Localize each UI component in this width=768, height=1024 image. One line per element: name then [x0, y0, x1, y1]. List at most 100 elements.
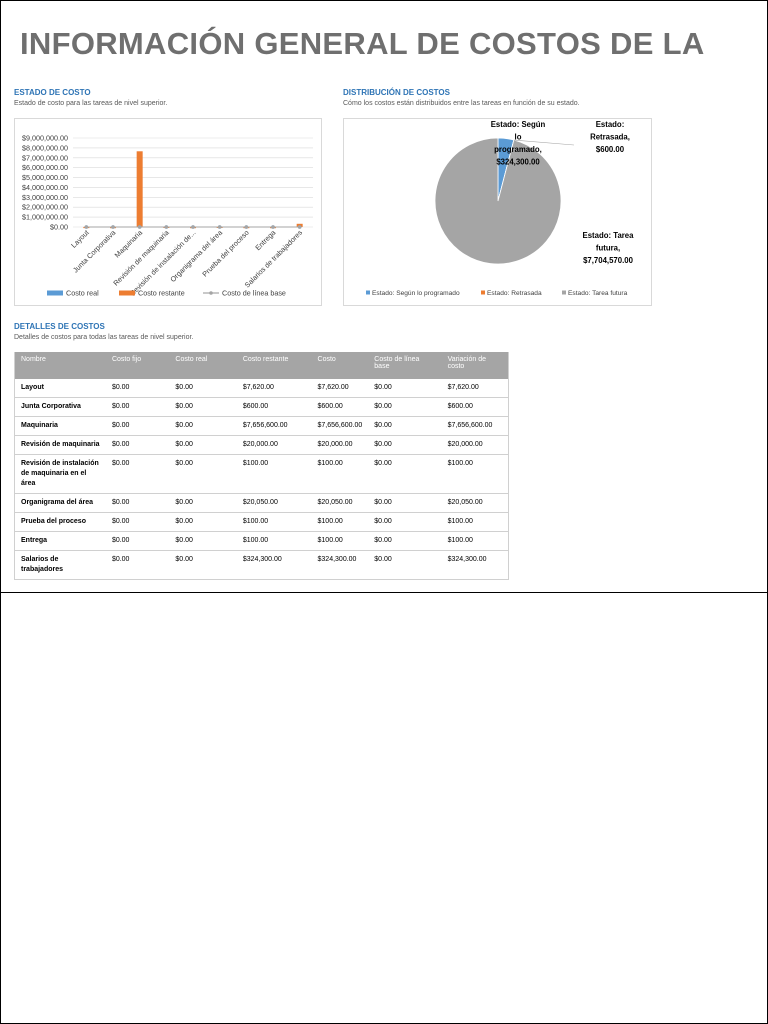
detalles-heading: DETALLES DE COSTOS	[14, 322, 105, 331]
table-header-cell: Costo de línea base	[368, 352, 442, 379]
series-point	[217, 225, 222, 229]
y-tick-label: $9,000,000.00	[22, 134, 68, 143]
table-cell: $0.00	[368, 379, 442, 398]
estado-subtitle: Estado de costo para las tareas de nivel…	[14, 100, 168, 107]
table-cell: $0.00	[105, 493, 170, 513]
pie-chart-box: Estado: Según lo programado, $324,300.00 Est…	[343, 118, 652, 306]
table-cell: $600.00	[311, 397, 369, 417]
table-cell: Entrega	[14, 531, 106, 551]
bar-chart: $0.00$1,000,000.00$2,000,000.00$3,000,00…	[22, 134, 313, 298]
pie-data-label: $7,704,570.00	[583, 256, 634, 265]
table-cell: $0.00	[169, 531, 237, 551]
table-cell: $0.00	[368, 512, 442, 532]
series-point	[111, 225, 115, 229]
page-title: INFORMACIÓN GENERAL DE COSTOS DE LA	[20, 26, 705, 61]
legend-swatch	[481, 290, 485, 295]
series-point	[191, 225, 195, 229]
table-cell: $324,300.00	[441, 550, 509, 580]
table-cell: $100.00	[311, 454, 369, 494]
table-cell: $0.00	[368, 454, 442, 494]
table-cell: $7,620.00	[441, 379, 509, 398]
y-tick-label: $6,000,000.00	[22, 163, 68, 172]
table-cell: $600.00	[236, 397, 312, 417]
legend-label: Costo real	[66, 289, 99, 298]
table-cell: $7,656,600.00	[311, 416, 369, 436]
table-cell: $600.00	[441, 397, 509, 417]
table-cell: $0.00	[169, 550, 237, 580]
pie-data-label: lo	[515, 133, 522, 142]
table-row: Revisión de maquinaria $0.00 $0.00 $20,000.…	[14, 435, 509, 455]
table-cell: $20,050.00	[311, 493, 369, 513]
x-tick-label: Prueba del proceso	[200, 228, 250, 278]
table-cell: $0.00	[169, 493, 237, 513]
table-cell: $100.00	[236, 531, 312, 551]
distribucion-heading: DISTRIBUCIÓN DE COSTOS	[343, 88, 450, 97]
pie-data-label: futura,	[596, 244, 620, 253]
table-cell: $324,300.00	[311, 550, 369, 580]
table-cell: $0.00	[105, 531, 170, 551]
pie-data-label: $324,300.00	[496, 158, 540, 167]
table-row: Maquinaria $0.00 $0.00 $7,656,600.00 $7,656,…	[14, 416, 509, 436]
table-cell: $100.00	[441, 512, 509, 532]
table-cell: Salarios de trabajadores	[14, 550, 106, 580]
table-header-cell: Costo restante	[236, 352, 312, 379]
table-header-cell: Costo fijo	[105, 352, 170, 379]
table-cell: $7,620.00	[236, 379, 312, 398]
table-row: Salarios de trabajadores $0.00 $0.00 $324,3…	[14, 550, 509, 580]
leader-line	[513, 139, 575, 146]
table-cell: $324,300.00	[236, 550, 312, 580]
table-cell: $100.00	[236, 454, 312, 494]
table-cell: $0.00	[169, 454, 237, 494]
legend-swatch	[47, 290, 63, 296]
pie-data-label: Estado:	[596, 120, 625, 129]
table-cell: $0.00	[169, 416, 237, 436]
pie-chart: Estado: Según lo programado, $324,300.00 Est…	[366, 120, 634, 297]
legend-label: Estado: Tarea futura	[568, 290, 628, 297]
table-cell: $100.00	[236, 512, 312, 532]
table-cell: Junta Corporativa	[14, 397, 106, 417]
table-cell: $7,656,600.00	[236, 416, 312, 436]
y-tick-label: $2,000,000.00	[22, 203, 68, 212]
table-cell: Revisión de maquinaria	[14, 435, 106, 455]
legend-label: Estado: Según lo programado	[372, 290, 460, 297]
series-point	[137, 225, 142, 229]
table-cell: $0.00	[169, 397, 237, 417]
table-header-cell: Costo	[311, 352, 369, 379]
legend-label: Costo de línea base	[222, 289, 286, 298]
table-header-cell: Nombre	[14, 352, 106, 379]
detalles-subtitle: Detalles de costos para todas las tareas…	[14, 334, 194, 341]
table-row: Organigrama del área $0.00 $0.00 $20,050.00…	[14, 493, 509, 513]
table-body: Layout $0.00 $0.00 $7,620.00 $7,620.00 $0.00 $…	[14, 379, 509, 580]
legend-swatch	[119, 290, 135, 296]
series-point	[271, 225, 275, 229]
pie-data-label: Retrasada,	[590, 133, 630, 142]
series-point	[244, 225, 249, 229]
distribucion-subtitle: Cómo los costos están distribuidos entre…	[343, 100, 580, 107]
table-header-cell: Variación de costo	[441, 352, 509, 379]
table-row: Junta Corporativa $0.00 $0.00 $600.00 $600.0…	[14, 397, 509, 417]
legend-swatch	[366, 290, 370, 295]
table-cell: Maquinaria	[14, 416, 106, 436]
cost-details-table: Nombre Costo fijo Costo real Costo restante…	[14, 352, 509, 580]
table-row: Layout $0.00 $0.00 $7,620.00 $7,620.00 $0.00 $…	[14, 379, 509, 398]
table-cell: $20,000.00	[236, 435, 312, 455]
y-tick-label: $3,000,000.00	[22, 193, 68, 202]
table-cell: $0.00	[105, 454, 170, 494]
legend-label: Costo restante	[138, 289, 185, 298]
bar-chart-box: $0.00 $1,000,000.00 $2,000,000.00 $3,000,00…	[14, 118, 322, 306]
table-header-row: Nombre Costo fijo Costo real Costo restante…	[14, 352, 509, 379]
y-tick-label: $0.00	[50, 223, 68, 232]
series-point	[164, 225, 169, 229]
y-tick-label: $1,000,000.00	[22, 213, 68, 222]
table-cell: Layout	[14, 379, 106, 398]
legend-swatch	[562, 290, 566, 295]
table-cell: $7,620.00	[311, 379, 369, 398]
series-point	[297, 225, 302, 229]
table-cell: $20,000.00	[311, 435, 369, 455]
table-cell: $0.00	[105, 416, 170, 436]
table-cell: $0.00	[368, 416, 442, 436]
page-divider	[0, 592, 768, 593]
table-cell: $20,000.00	[441, 435, 509, 455]
table-row: Entrega $0.00 $0.00 $100.00 $100.00 $0.00 $100…	[14, 531, 509, 551]
pie-data-label: Estado: Según	[491, 120, 546, 129]
